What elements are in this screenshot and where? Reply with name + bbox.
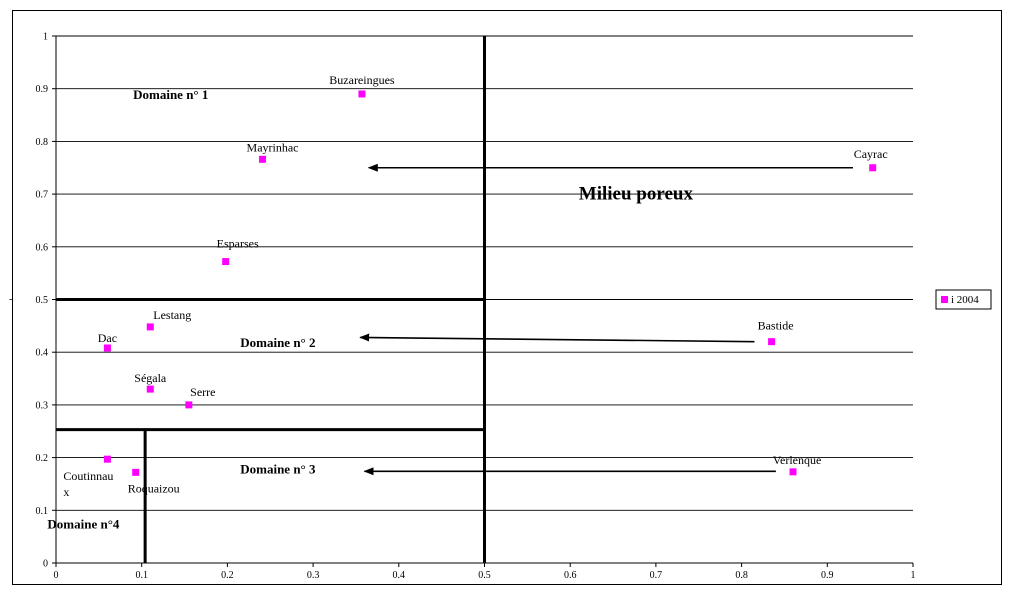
- y-tick-label-1: 0.1: [36, 506, 49, 517]
- point-label-10: Coutinnau x: [63, 469, 113, 499]
- point-label-1: Mayrinhac: [247, 140, 299, 154]
- annotation-2: Domaine n° 3: [240, 461, 316, 476]
- y-tick-label-7: 0.7: [36, 190, 49, 201]
- data-point-9: [789, 468, 797, 476]
- point-labels: Buzareingues Mayrinhac Cayrac Esparses Lesta…: [63, 73, 887, 499]
- point-label-6: Dac: [98, 331, 117, 345]
- x-tick-label-6: 0.6: [564, 570, 577, 581]
- chart-frame: [12, 10, 1002, 585]
- data-point-3: [222, 258, 230, 266]
- annotation-4: Milieu poreux: [579, 183, 694, 204]
- axes: 0 0.1 0.2 0.3 0.4 0.5 0.6 0.7 0.8 0.9 1 0 0.1 0.2 0.3 0…: [36, 32, 916, 582]
- annotation-0: Domaine n° 1: [133, 87, 208, 102]
- point-label-9: Verlenque: [773, 453, 822, 467]
- point-label-2: Cayrac: [854, 147, 888, 161]
- x-tick-label-2: 0.2: [221, 570, 234, 581]
- data-points: [103, 90, 877, 476]
- legend-box: [935, 289, 992, 310]
- x-tick-label-1: 0.1: [135, 570, 148, 581]
- data-point-4: [146, 323, 154, 331]
- data-point-2: [869, 164, 877, 172]
- y-axis-label: -: [9, 294, 12, 305]
- y-tick-label-9: 0.9: [36, 84, 49, 95]
- data-point-1: [259, 155, 267, 163]
- y-tick-label-3: 0.3: [36, 400, 49, 411]
- point-label-0: Buzareingues: [329, 73, 395, 87]
- point-label-4: Lestang: [153, 308, 191, 322]
- legend-label: i 2004: [951, 294, 979, 306]
- x-tick-label-4: 0.4: [393, 570, 406, 581]
- data-point-0: [358, 90, 366, 98]
- data-point-8: [185, 401, 193, 409]
- data-point-10: [103, 455, 111, 463]
- point-label-3: Esparses: [217, 237, 259, 251]
- x-tick-label-0: 0: [54, 570, 59, 581]
- y-tick-label-2: 0.2: [36, 453, 49, 464]
- legend: i 2004: [935, 289, 992, 310]
- annotations: Domaine n° 1 Domaine n° 2 Domaine n° 3 Doma…: [47, 87, 693, 532]
- point-label-8: Serre: [190, 385, 215, 399]
- annotation-1: Domaine n° 2: [240, 335, 315, 350]
- x-tick-label-8: 0.8: [735, 570, 748, 581]
- annotation-3: Domaine n°4: [47, 517, 120, 532]
- arrows: [359, 163, 854, 476]
- data-point-6: [103, 344, 111, 352]
- x-tick-label-3: 0.3: [307, 570, 320, 581]
- x-tick-label-7: 0.7: [650, 570, 663, 581]
- point-label-7: Ségala: [134, 371, 167, 385]
- y-tick-label-8: 0.8: [36, 137, 49, 148]
- y-tick-label-4: 0.4: [36, 348, 49, 359]
- y-tick-label-5: 0.5: [36, 295, 49, 306]
- arrow-1: [359, 333, 755, 343]
- legend-marker: [941, 296, 948, 303]
- y-tick-label-0: 0: [43, 559, 48, 570]
- x-tick-label-10: 1: [911, 570, 916, 581]
- point-label-5: Bastide: [758, 319, 794, 333]
- data-point-7: [146, 385, 154, 393]
- data-point-5: [768, 338, 776, 346]
- x-tick-label-5: 0.5: [478, 570, 491, 581]
- y-tick-label-10: 1: [43, 32, 48, 43]
- point-label-11: Roquaizou: [128, 481, 180, 495]
- y-tick-label-6: 0.6: [36, 242, 49, 253]
- domain-boundaries: [56, 36, 486, 563]
- data-point-11: [132, 468, 140, 476]
- x-tick-label-9: 0.9: [821, 570, 834, 581]
